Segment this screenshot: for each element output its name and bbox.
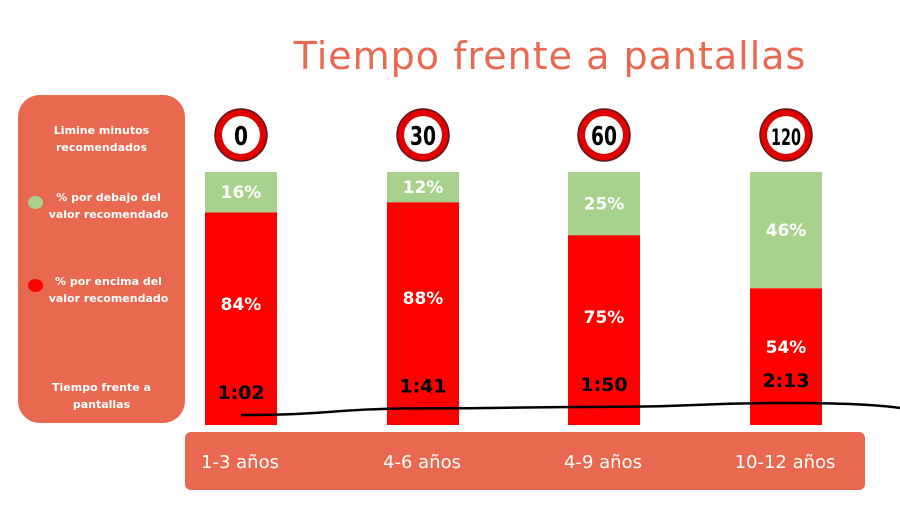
bar-above-segment (205, 212, 277, 425)
speed-limit-sign-inner (767, 116, 805, 154)
category-label: 1-3 años (201, 452, 279, 473)
category-band: 1-3 años 4-6 años 4-9 años 10-12 años (185, 432, 865, 490)
bar-above-label: 75% (584, 308, 625, 328)
category-label: 4-6 años (383, 452, 461, 473)
bar-below-label: 25% (584, 195, 625, 215)
time-label: 1:02 (217, 382, 264, 404)
speed-limit-sign-inner (404, 116, 442, 154)
bar-below-label: 46% (766, 221, 807, 241)
category-label: 10-12 años (734, 452, 836, 473)
time-label: 2:13 (762, 370, 809, 392)
bar-above-label: 84% (221, 295, 262, 315)
speed-limit-value: 60 (591, 122, 617, 152)
bar-below-label: 12% (403, 178, 444, 198)
speed-limit-value: 0 (234, 122, 248, 152)
legend-above-label: % por encima del valor recomendado (48, 275, 169, 305)
legend-red-dot-icon (28, 279, 43, 292)
time-label: 1:50 (580, 374, 627, 396)
category-label: 4-9 años (564, 452, 642, 473)
speed-limit-value: 30 (410, 122, 436, 152)
bar-below-segment (205, 172, 277, 213)
bar-above-segment (568, 235, 640, 425)
legend-below-label: % por debajo del valor recomendado (48, 191, 169, 221)
bar-above-label: 88% (403, 289, 444, 309)
bar-below-segment (750, 172, 822, 289)
chart-title: Tiempo frente a pantallas (293, 34, 807, 78)
speed-limit-value: 120 (771, 126, 801, 151)
bar-below-segment (387, 172, 459, 203)
bar-above-segment (387, 202, 459, 425)
time-line (240, 401, 900, 417)
legend: Limine minutos recomendados % por debajo… (18, 95, 185, 423)
bar-above-label: 54% (766, 338, 807, 358)
legend-green-dot-icon (28, 196, 43, 209)
speed-limit-sign-inner (585, 116, 623, 154)
speed-limit-sign-inner (222, 116, 260, 154)
time-label: 1:41 (399, 375, 446, 397)
legend-time-label: Tiempo frente a pantallas (52, 381, 151, 411)
bar-below-label: 16% (221, 183, 262, 203)
bar-below-segment (568, 172, 640, 236)
legend-limit-label: Limine minutos recomendados (53, 124, 150, 154)
